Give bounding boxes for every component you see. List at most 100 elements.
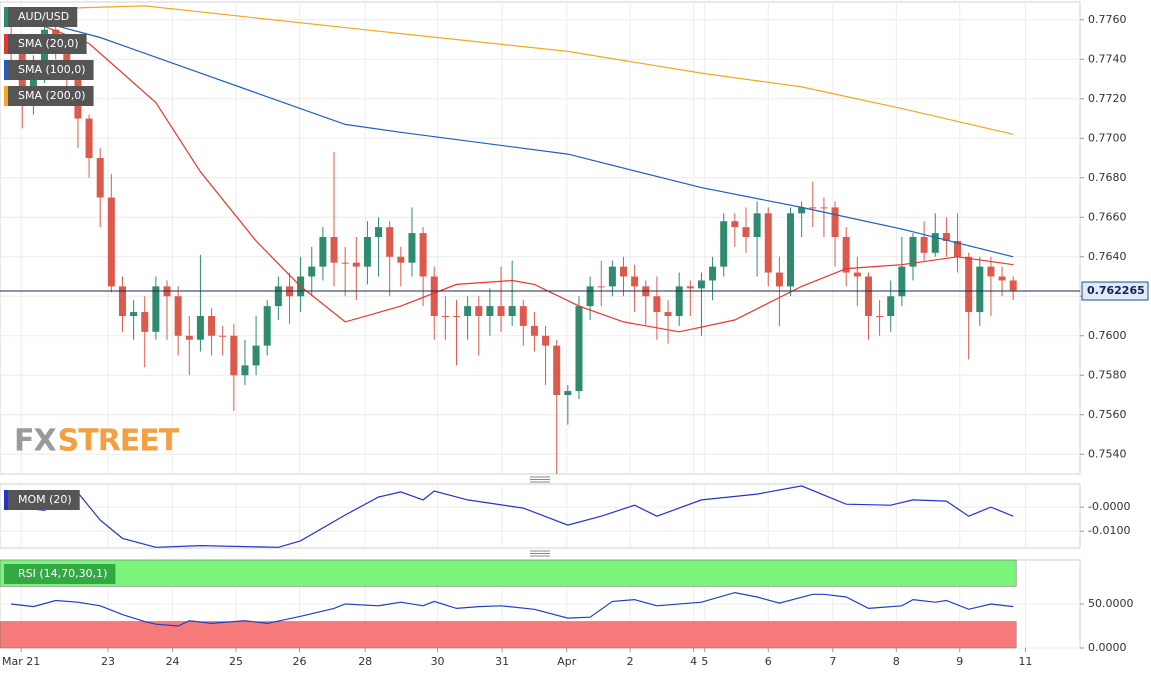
- candle-body: [508, 306, 516, 317]
- y-tick-label: 0.7660: [1088, 210, 1127, 223]
- candle-body: [497, 306, 505, 317]
- y-tick-label: 0.7720: [1088, 92, 1127, 105]
- y-tick-label: 0.7640: [1088, 250, 1127, 263]
- legend-symbol-swatch: [4, 7, 8, 27]
- oversold-band: [0, 621, 1017, 649]
- series-line: [11, 5, 1014, 135]
- series-line: [11, 485, 1014, 548]
- x-tick-label: 24: [166, 655, 180, 668]
- x-tick-label: 9: [956, 655, 963, 668]
- candle-body: [653, 296, 661, 313]
- candle-body: [363, 237, 371, 267]
- candle-body: [920, 237, 928, 253]
- legend-entry: SMA (200,0): [4, 86, 94, 106]
- candle-body: [274, 286, 282, 307]
- candle-body: [731, 221, 739, 228]
- candle-body: [252, 345, 260, 366]
- candle-body: [764, 213, 772, 273]
- x-tick-label: 31: [495, 655, 509, 668]
- candle-body: [230, 335, 238, 376]
- candle-body: [530, 325, 538, 336]
- candle-body: [742, 227, 750, 238]
- candle-body: [887, 296, 895, 317]
- candle-body: [430, 276, 438, 317]
- legend-entry-box: [4, 86, 94, 106]
- candle-body: [753, 213, 761, 238]
- legend-entry: SMA (100,0): [4, 60, 94, 80]
- legend-entry-box: [4, 564, 116, 584]
- panel: [0, 1, 1081, 475]
- y-tick-label: 0.7540: [1088, 447, 1127, 460]
- candle-body: [597, 286, 605, 288]
- y-tick-label: 0.7600: [1088, 329, 1127, 342]
- series-line: [11, 591, 1014, 627]
- x-tick-label: 23: [101, 655, 115, 668]
- candle-body: [709, 266, 717, 281]
- y-tick-label: 0.7700: [1088, 131, 1127, 144]
- legend-entry-swatch: [4, 86, 8, 106]
- x-tick-label: 8: [893, 655, 900, 668]
- legend-entry-text: SMA (100,0): [18, 63, 86, 76]
- x-tick-label: Apr: [557, 655, 577, 668]
- x-tick-label: Mar 21: [2, 655, 40, 668]
- legend-entry: SMA (20,0): [4, 34, 87, 54]
- candle-body: [464, 306, 472, 317]
- candle-body: [519, 306, 527, 326]
- candle-body: [608, 266, 616, 287]
- legend-entry: MOM (20): [4, 490, 80, 510]
- x-tick-label: 2: [627, 655, 634, 668]
- candle-body: [864, 276, 872, 317]
- legend-entry-swatch: [4, 34, 8, 54]
- candle-body: [787, 213, 795, 287]
- candle-body: [675, 286, 683, 317]
- candle-body: [174, 296, 182, 336]
- candle-body: [909, 237, 917, 267]
- legend-entry-text: RSI (14,70,30,1): [18, 567, 107, 580]
- candle-body: [831, 207, 839, 238]
- last-price-label: 0.762265: [1087, 284, 1145, 297]
- candle-body: [954, 240, 962, 257]
- candle-body: [130, 312, 138, 317]
- y-tick-label: -0.0000: [1088, 500, 1130, 513]
- candle-body: [820, 207, 828, 209]
- candle-body: [876, 316, 884, 318]
- candle-body: [341, 262, 349, 264]
- legend-symbol-text: AUD/USD: [18, 10, 69, 23]
- candle-body: [998, 276, 1006, 281]
- panel-splitter: [530, 476, 550, 557]
- candle-body: [141, 312, 149, 332]
- watermark: STREET: [58, 424, 180, 459]
- candle-body: [1009, 280, 1017, 291]
- y-tick-label: 50.0000: [1088, 597, 1134, 610]
- candle-body: [798, 207, 806, 214]
- candle-body: [542, 335, 550, 346]
- series-line: [10, 13, 1014, 258]
- candle-body: [931, 233, 939, 253]
- candle-body: [441, 316, 449, 318]
- y-tick-label: -0.0100: [1088, 524, 1130, 537]
- x-tick-label: 4: [690, 655, 697, 668]
- candle-body: [720, 221, 728, 267]
- y-tick-label: 0.7560: [1088, 408, 1127, 421]
- candle-body: [330, 237, 338, 263]
- x-tick-label: 30: [431, 655, 445, 668]
- x-tick-label: 5: [701, 655, 708, 668]
- candle-body: [319, 237, 327, 267]
- candle-body: [842, 237, 850, 273]
- legend-entry-box: [4, 490, 80, 510]
- y-tick-label: 0.7680: [1088, 171, 1127, 184]
- candle-body: [586, 286, 594, 307]
- candle-body: [942, 233, 950, 241]
- candle-body: [219, 335, 227, 337]
- legend-entry-text: SMA (200,0): [18, 89, 86, 102]
- y-tick-label: 0.7580: [1088, 368, 1127, 381]
- candle-body: [452, 316, 460, 318]
- y-tick-label: 0.7740: [1088, 52, 1127, 65]
- candle-body: [620, 266, 628, 277]
- last-price-box: [1081, 281, 1149, 301]
- legend-entry-text: MOM (20): [18, 493, 72, 506]
- candle-body: [85, 118, 93, 159]
- candle-body: [575, 306, 583, 392]
- candle-body: [29, 69, 37, 99]
